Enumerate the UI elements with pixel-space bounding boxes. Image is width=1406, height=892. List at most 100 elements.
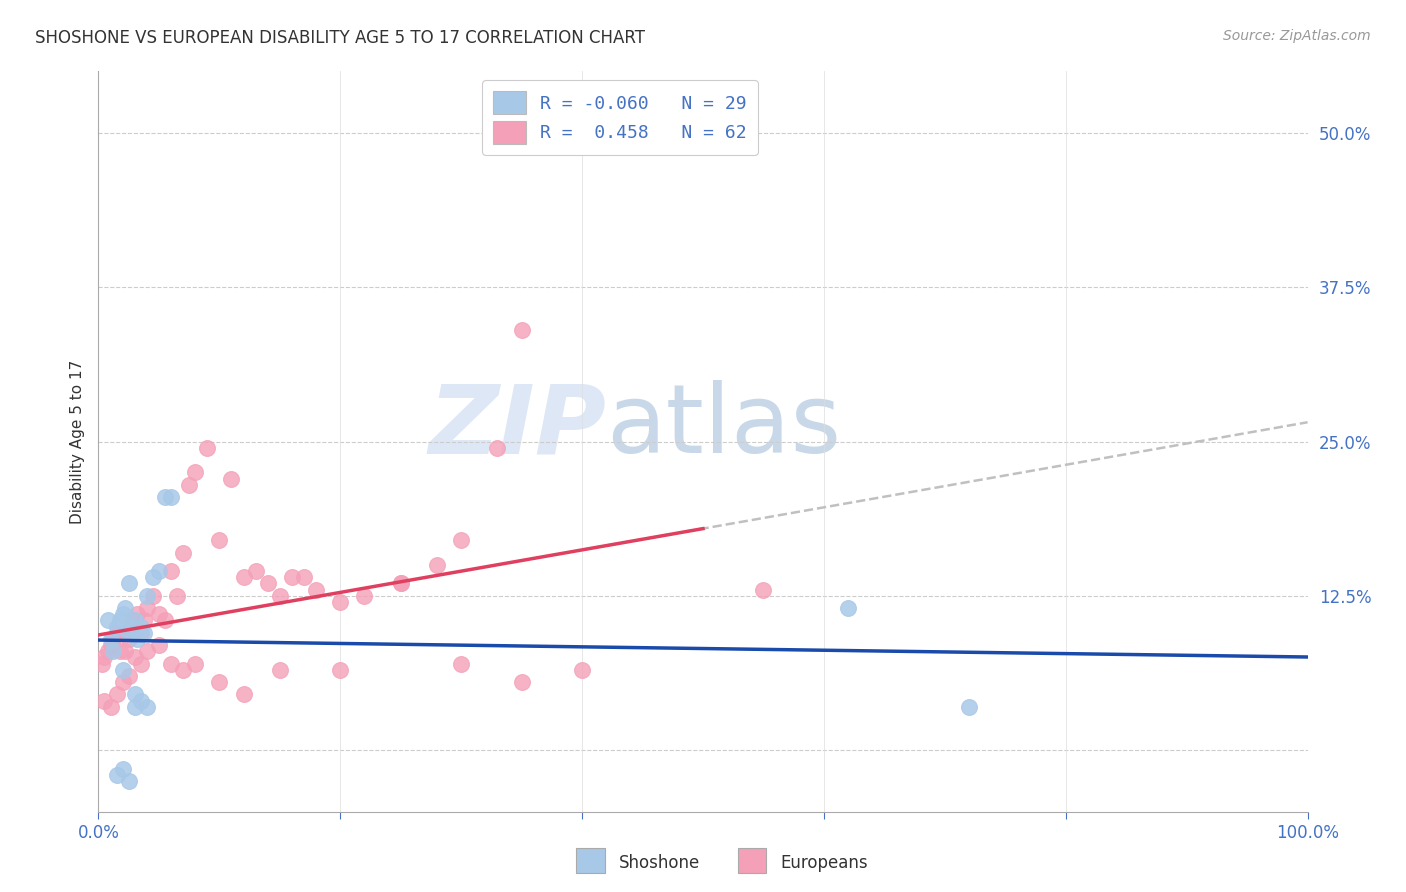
Point xyxy=(111,762,134,776)
Point xyxy=(121,619,143,633)
Point xyxy=(127,632,149,646)
Point xyxy=(305,582,328,597)
Point xyxy=(134,614,156,628)
Point xyxy=(135,589,157,603)
Text: Europeans: Europeans xyxy=(780,855,868,872)
Point xyxy=(97,614,120,628)
Point xyxy=(195,441,218,455)
Point xyxy=(153,614,176,628)
Point xyxy=(148,638,170,652)
Point xyxy=(135,644,157,658)
Point xyxy=(269,589,291,603)
Point xyxy=(111,625,134,640)
Point xyxy=(256,576,278,591)
Point xyxy=(160,564,183,578)
Point xyxy=(135,699,157,714)
Point xyxy=(281,570,304,584)
Point xyxy=(118,773,141,788)
Point xyxy=(105,688,128,702)
Point xyxy=(510,324,533,338)
Point xyxy=(179,477,201,491)
Bar xyxy=(576,848,605,873)
Point xyxy=(105,767,128,781)
Point xyxy=(124,614,146,628)
Point xyxy=(232,570,254,584)
Point xyxy=(329,663,352,677)
Point xyxy=(129,619,152,633)
Point xyxy=(232,688,254,702)
Point xyxy=(142,570,165,584)
Point xyxy=(184,657,207,671)
Text: atlas: atlas xyxy=(606,380,841,474)
Point xyxy=(837,601,859,615)
Point xyxy=(101,632,124,646)
Point xyxy=(292,570,315,584)
Point xyxy=(105,619,128,633)
Point xyxy=(93,650,115,665)
Point xyxy=(129,694,152,708)
Point xyxy=(118,576,141,591)
Point xyxy=(571,663,593,677)
Point xyxy=(221,471,243,485)
Point xyxy=(269,663,291,677)
Point xyxy=(118,632,141,646)
Point xyxy=(124,625,146,640)
Point xyxy=(160,490,183,504)
Point xyxy=(114,644,136,658)
Point xyxy=(166,589,188,603)
Point xyxy=(160,657,183,671)
Point xyxy=(111,663,134,677)
Point xyxy=(184,466,207,480)
Point xyxy=(100,638,122,652)
Point xyxy=(153,490,176,504)
Bar xyxy=(738,848,766,873)
Point xyxy=(111,607,134,622)
Y-axis label: Disability Age 5 to 17: Disability Age 5 to 17 xyxy=(69,359,84,524)
Point xyxy=(114,601,136,615)
Point xyxy=(172,546,194,560)
Point xyxy=(208,675,231,690)
Point xyxy=(172,663,194,677)
Point xyxy=(124,688,146,702)
Point xyxy=(245,564,267,578)
Point xyxy=(135,601,157,615)
Point xyxy=(93,694,115,708)
Point xyxy=(108,644,131,658)
Point xyxy=(108,614,131,628)
Text: Source: ZipAtlas.com: Source: ZipAtlas.com xyxy=(1223,29,1371,43)
Point xyxy=(121,614,143,628)
Point xyxy=(129,657,152,671)
Text: Shoshone: Shoshone xyxy=(619,855,700,872)
Point xyxy=(957,699,980,714)
Point xyxy=(118,625,141,640)
Point xyxy=(353,589,375,603)
Point xyxy=(100,699,122,714)
Point xyxy=(510,675,533,690)
Point xyxy=(208,533,231,548)
Point xyxy=(91,657,114,671)
Text: SHOSHONE VS EUROPEAN DISABILITY AGE 5 TO 17 CORRELATION CHART: SHOSHONE VS EUROPEAN DISABILITY AGE 5 TO… xyxy=(35,29,645,46)
Point xyxy=(127,607,149,622)
Point xyxy=(389,576,412,591)
Point xyxy=(426,558,449,572)
Point xyxy=(134,625,156,640)
Point xyxy=(450,533,472,548)
Point xyxy=(101,644,124,658)
Point xyxy=(105,625,128,640)
Point xyxy=(129,625,152,640)
Point xyxy=(142,589,165,603)
Point xyxy=(389,576,412,591)
Point xyxy=(148,564,170,578)
Point xyxy=(100,632,122,646)
Point xyxy=(752,582,775,597)
Point xyxy=(111,675,134,690)
Point xyxy=(486,441,509,455)
Legend: R = -0.060   N = 29, R =  0.458   N = 62: R = -0.060 N = 29, R = 0.458 N = 62 xyxy=(482,80,758,155)
Point xyxy=(148,607,170,622)
Point xyxy=(450,657,472,671)
Point xyxy=(124,699,146,714)
Point xyxy=(118,669,141,683)
Text: ZIP: ZIP xyxy=(429,380,606,474)
Point xyxy=(124,650,146,665)
Point xyxy=(329,595,352,609)
